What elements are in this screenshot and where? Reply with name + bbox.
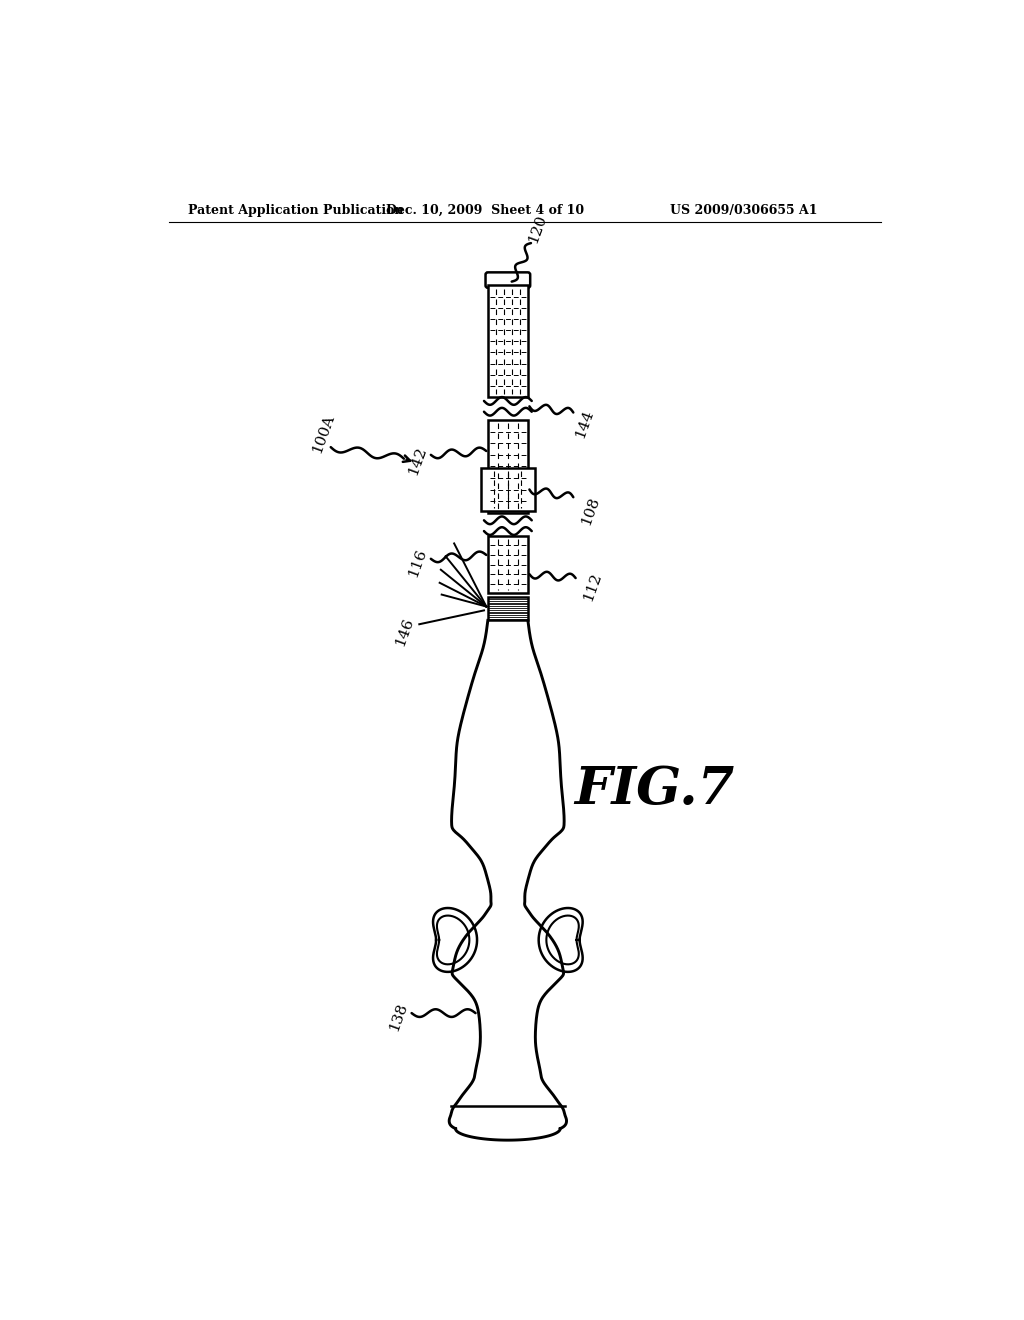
FancyBboxPatch shape bbox=[485, 272, 530, 288]
Text: 116: 116 bbox=[407, 546, 429, 578]
Text: Dec. 10, 2009  Sheet 4 of 10: Dec. 10, 2009 Sheet 4 of 10 bbox=[386, 205, 584, 218]
Text: 100A: 100A bbox=[309, 412, 337, 454]
Text: 138: 138 bbox=[387, 1001, 410, 1034]
Text: 142: 142 bbox=[407, 445, 429, 477]
Text: 120: 120 bbox=[525, 213, 549, 246]
Text: Patent Application Publication: Patent Application Publication bbox=[188, 205, 403, 218]
Text: FIG.7: FIG.7 bbox=[574, 764, 734, 816]
Bar bbox=[487, 597, 528, 620]
Text: 146: 146 bbox=[392, 616, 416, 648]
Bar bbox=[487, 285, 528, 397]
Bar bbox=[487, 536, 528, 594]
Bar bbox=[481, 469, 535, 511]
Bar bbox=[487, 420, 528, 512]
Text: US 2009/0306655 A1: US 2009/0306655 A1 bbox=[670, 205, 817, 218]
Text: 112: 112 bbox=[581, 572, 604, 603]
Text: 144: 144 bbox=[573, 408, 596, 440]
Text: 108: 108 bbox=[579, 495, 602, 527]
